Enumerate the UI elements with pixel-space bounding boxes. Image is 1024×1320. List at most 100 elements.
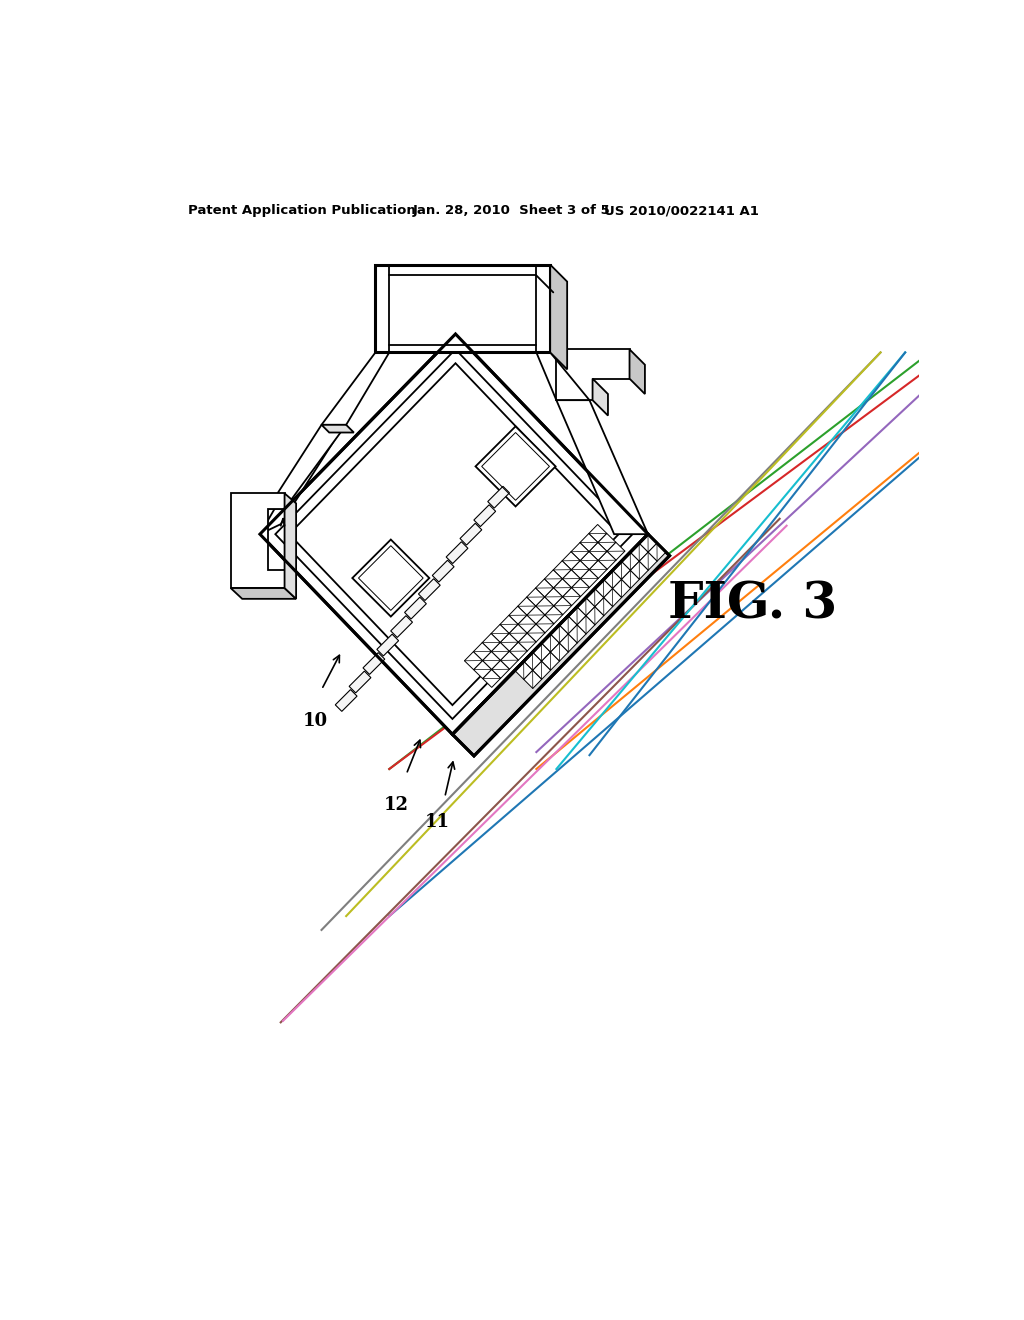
Polygon shape <box>595 579 612 598</box>
Polygon shape <box>559 616 578 634</box>
Polygon shape <box>589 561 607 578</box>
Polygon shape <box>518 597 536 615</box>
Polygon shape <box>554 597 571 615</box>
Polygon shape <box>603 570 622 589</box>
Polygon shape <box>559 634 578 652</box>
Polygon shape <box>377 634 398 656</box>
Polygon shape <box>523 652 542 671</box>
Polygon shape <box>453 535 670 756</box>
Polygon shape <box>568 624 586 643</box>
Text: Patent Application Publication: Patent Application Publication <box>188 205 416 218</box>
Polygon shape <box>322 425 354 433</box>
Polygon shape <box>352 540 429 616</box>
Polygon shape <box>598 533 615 552</box>
Polygon shape <box>500 634 518 651</box>
Polygon shape <box>593 379 608 416</box>
Polygon shape <box>515 661 532 680</box>
Polygon shape <box>630 544 648 561</box>
Polygon shape <box>622 552 639 570</box>
Polygon shape <box>404 597 426 619</box>
Polygon shape <box>260 334 648 734</box>
Polygon shape <box>639 552 657 570</box>
Polygon shape <box>230 589 296 599</box>
Polygon shape <box>474 504 496 527</box>
Text: 10: 10 <box>303 711 328 730</box>
Polygon shape <box>580 552 598 569</box>
Polygon shape <box>526 589 545 606</box>
Polygon shape <box>562 587 581 606</box>
Polygon shape <box>578 616 595 634</box>
Polygon shape <box>527 624 545 642</box>
Polygon shape <box>432 560 454 582</box>
Polygon shape <box>550 264 567 370</box>
Polygon shape <box>532 643 551 661</box>
Polygon shape <box>598 552 616 569</box>
Polygon shape <box>289 363 618 705</box>
Polygon shape <box>482 669 501 688</box>
Polygon shape <box>542 652 559 671</box>
Polygon shape <box>586 607 604 624</box>
Polygon shape <box>509 643 527 660</box>
Text: Jan. 28, 2010  Sheet 3 of 5: Jan. 28, 2010 Sheet 3 of 5 <box>413 205 611 218</box>
Polygon shape <box>473 643 492 660</box>
Polygon shape <box>509 606 526 624</box>
Polygon shape <box>542 634 559 652</box>
Polygon shape <box>536 615 554 632</box>
Polygon shape <box>595 598 612 615</box>
Text: 12: 12 <box>384 796 409 814</box>
Polygon shape <box>550 626 568 643</box>
Polygon shape <box>545 570 562 587</box>
Polygon shape <box>419 578 440 601</box>
Polygon shape <box>648 543 666 561</box>
Polygon shape <box>545 587 562 606</box>
Polygon shape <box>612 579 631 598</box>
Polygon shape <box>473 660 492 678</box>
Polygon shape <box>631 561 648 579</box>
Polygon shape <box>639 535 657 552</box>
Polygon shape <box>482 652 501 669</box>
Polygon shape <box>492 643 509 660</box>
Polygon shape <box>553 578 571 597</box>
Polygon shape <box>586 589 604 607</box>
Polygon shape <box>536 579 553 597</box>
Text: FIG. 3: FIG. 3 <box>668 581 838 630</box>
Polygon shape <box>518 634 537 651</box>
Polygon shape <box>556 400 648 535</box>
Polygon shape <box>518 615 536 634</box>
Polygon shape <box>553 561 571 578</box>
Polygon shape <box>581 569 598 587</box>
Polygon shape <box>482 634 500 652</box>
Polygon shape <box>556 350 630 400</box>
Polygon shape <box>267 425 346 508</box>
Polygon shape <box>526 606 545 624</box>
Polygon shape <box>335 689 357 711</box>
Polygon shape <box>571 578 590 597</box>
Polygon shape <box>376 264 550 352</box>
Polygon shape <box>562 552 580 570</box>
Polygon shape <box>612 561 631 579</box>
Polygon shape <box>604 589 622 607</box>
Polygon shape <box>349 671 371 693</box>
Polygon shape <box>580 533 598 552</box>
Polygon shape <box>501 651 518 669</box>
Polygon shape <box>551 643 568 661</box>
Polygon shape <box>589 543 607 561</box>
Polygon shape <box>475 426 556 507</box>
Polygon shape <box>622 570 639 589</box>
Polygon shape <box>509 624 527 643</box>
Polygon shape <box>571 561 589 578</box>
Polygon shape <box>260 428 342 535</box>
Polygon shape <box>492 660 510 678</box>
Polygon shape <box>492 624 509 643</box>
Polygon shape <box>362 652 385 675</box>
Text: 11: 11 <box>425 813 450 832</box>
Polygon shape <box>500 615 518 634</box>
Polygon shape <box>536 597 554 615</box>
Polygon shape <box>545 606 563 624</box>
Polygon shape <box>230 494 285 589</box>
Polygon shape <box>285 494 296 599</box>
Text: US 2010/0022141 A1: US 2010/0022141 A1 <box>604 205 759 218</box>
Polygon shape <box>460 523 481 545</box>
Polygon shape <box>589 524 607 543</box>
Polygon shape <box>524 671 542 689</box>
